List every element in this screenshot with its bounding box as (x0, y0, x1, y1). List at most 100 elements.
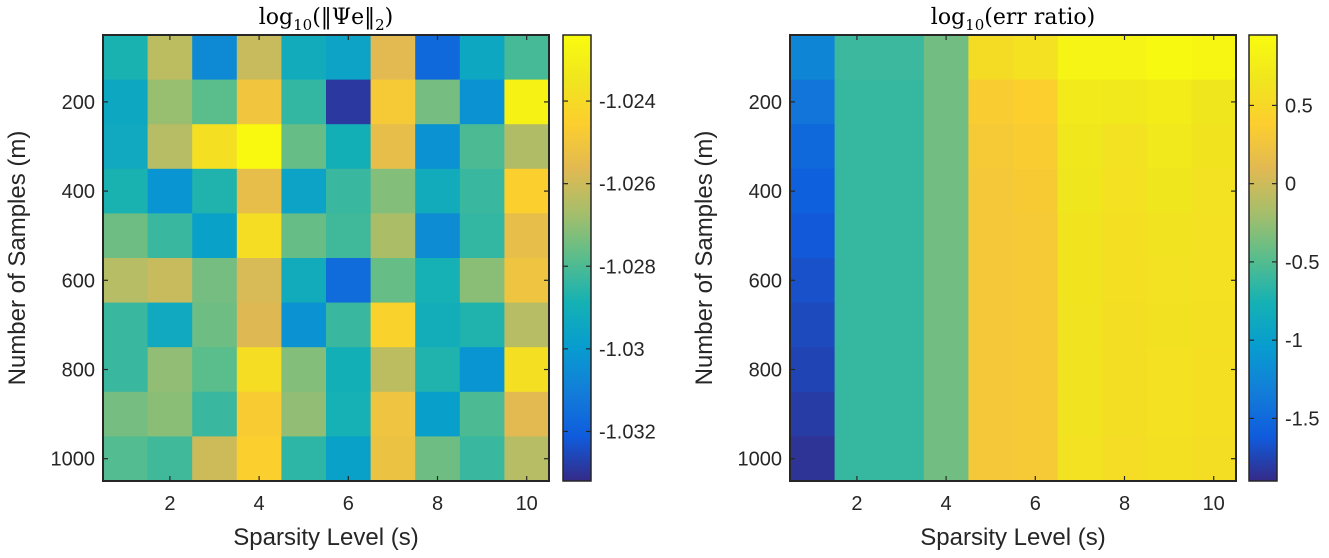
left-heatmap-cell (459, 213, 505, 259)
right-heatmap-cell (879, 436, 925, 482)
left-heatmap-cell (326, 258, 372, 304)
left-heatmap-cell (415, 213, 461, 259)
right-heatmap-cell (1057, 168, 1103, 214)
left-heatmap-cell (147, 79, 193, 125)
left-heatmap-cell (192, 391, 238, 437)
right-heatmap-cell (1102, 347, 1148, 393)
right-heatmap-panel: 2 4 6 8 10 200 400 600 800 1000 Sparsity Level (s)… (691, 5, 1319, 551)
right-heatmap-cell (923, 436, 969, 482)
right-y-tick-label: 400 (749, 181, 782, 203)
left-heatmap-cell (370, 35, 416, 81)
left-heatmap-cell (326, 79, 372, 125)
right-heatmap-cell (1057, 436, 1103, 482)
left-heatmap-cell (281, 124, 327, 170)
left-heatmap-cell (370, 124, 416, 170)
left-heatmap-cell (326, 436, 372, 482)
left-heatmap-cell (103, 79, 149, 125)
left-heatmap-cell (415, 391, 461, 437)
left-heatmap-cell (236, 35, 282, 81)
right-heatmap-cell (1191, 168, 1237, 214)
left-heatmap-cell (504, 213, 550, 259)
left-heatmap-cell (281, 168, 327, 214)
right-heatmap-cell (1146, 79, 1192, 125)
left-heatmap-cell (370, 258, 416, 304)
right-heatmap-cell (1057, 79, 1103, 125)
right-y-tick-label: 1000 (738, 449, 783, 471)
right-heatmap-cell (879, 347, 925, 393)
right-heatmap-cell (968, 347, 1014, 393)
left-heatmap-cell (326, 35, 372, 81)
right-heatmap-cell (968, 258, 1014, 304)
right-colorbar-frame (1248, 34, 1278, 482)
right-heatmap-cell (1102, 391, 1148, 437)
left-heatmap-cell (192, 35, 238, 81)
right-heatmap-cell (790, 168, 836, 214)
right-heatmap-cell (1146, 436, 1192, 482)
left-x-tick-label: 6 (343, 493, 354, 515)
right-heatmap-cell (1191, 124, 1237, 170)
right-heatmap-cell (834, 258, 880, 304)
left-x-tick-label: 4 (254, 493, 265, 515)
right-heatmap-cell (879, 168, 925, 214)
right-chart-title: log10(err ratio) (931, 5, 1095, 34)
left-heatmap-cell (147, 302, 193, 348)
left-heatmap-cell (326, 213, 372, 259)
right-x-tick-label: 6 (1030, 493, 1041, 515)
right-heatmap-cell (1146, 213, 1192, 259)
left-heatmap-cell (459, 258, 505, 304)
left-colorbar-tick-label: -1.032 (599, 421, 656, 443)
right-heatmap-cell (1057, 213, 1103, 259)
right-heatmap-cell (1191, 347, 1237, 393)
right-heatmap-cell (879, 124, 925, 170)
left-axes-frame (102, 34, 550, 482)
left-heatmap-cell (459, 168, 505, 214)
right-heatmap-cell (1013, 35, 1059, 81)
left-heatmap-cell (147, 436, 193, 482)
right-heatmap-cell (879, 79, 925, 125)
left-heatmap-cell (147, 124, 193, 170)
right-heatmap-cell (968, 124, 1014, 170)
left-y-tick-label: 1000 (51, 449, 96, 471)
right-heatmap-cell (790, 347, 836, 393)
left-heatmap-cell (504, 391, 550, 437)
right-heatmap-cell (1191, 35, 1237, 81)
right-heatmap-cell (1013, 391, 1059, 437)
left-heatmap-cell (103, 391, 149, 437)
left-heatmap-cell (370, 168, 416, 214)
left-heatmap-cell (103, 347, 149, 393)
left-heatmap-cell (370, 436, 416, 482)
left-y-tick-label: 600 (62, 270, 95, 292)
right-heatmap-cell (1102, 302, 1148, 348)
right-colorbar-tick-label: -1.5 (1285, 408, 1319, 430)
right-y-tick-label: 200 (749, 92, 782, 114)
right-heatmap-cell (968, 302, 1014, 348)
left-heatmap-cell (504, 35, 550, 81)
left-heatmap-cell (415, 302, 461, 348)
left-heatmap-cell (192, 79, 238, 125)
left-heatmap-cell (459, 347, 505, 393)
right-heatmap-cell (923, 258, 969, 304)
left-heatmap-cell (192, 302, 238, 348)
right-heatmap-cell (790, 302, 836, 348)
left-heatmap-cell (281, 35, 327, 81)
left-heatmap-cell (415, 124, 461, 170)
right-heatmap-cell (1102, 436, 1148, 482)
right-heatmap-cell (1013, 124, 1059, 170)
left-heatmap-cell (103, 35, 149, 81)
left-y-tick-label: 800 (62, 360, 95, 382)
left-heatmap-cell (459, 35, 505, 81)
left-heatmap-cell (147, 168, 193, 214)
right-heatmap-cell (1013, 347, 1059, 393)
left-heatmap-cell (236, 302, 282, 348)
left-heatmap-cell (459, 79, 505, 125)
right-heatmap-cell (834, 213, 880, 259)
right-heatmap-cell (834, 347, 880, 393)
left-heatmap-cell (147, 213, 193, 259)
right-heatmap-cell (1191, 436, 1237, 482)
left-heatmap-cell (192, 436, 238, 482)
left-heatmap-cell (370, 347, 416, 393)
right-heatmap-cell (1191, 213, 1237, 259)
left-heatmap-cell (504, 302, 550, 348)
right-colorbar-tick-label: 0 (1285, 174, 1296, 196)
